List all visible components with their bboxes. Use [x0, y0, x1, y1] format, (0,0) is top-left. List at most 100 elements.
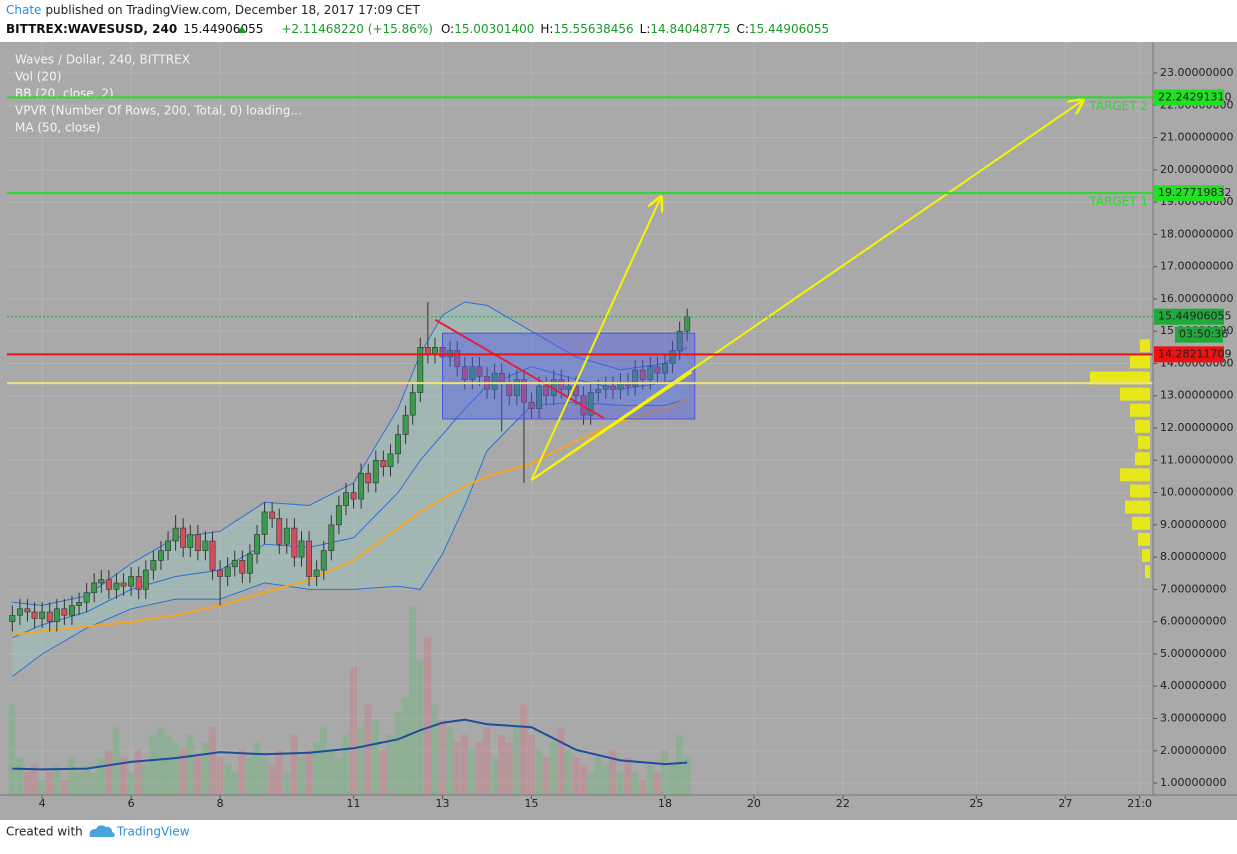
- volume-bar: [431, 704, 439, 795]
- last-price: 15.44906055: [183, 22, 263, 36]
- volume-bar: [105, 749, 113, 795]
- candle-body: [98, 579, 105, 584]
- volume-bar: [201, 742, 209, 795]
- candle-body: [254, 534, 260, 555]
- vpvr-bar: [1140, 339, 1150, 353]
- volume-bar: [453, 742, 461, 795]
- target-label: TARGET 2: [1088, 99, 1148, 113]
- volume-bar: [75, 772, 83, 795]
- candle-body: [602, 385, 609, 390]
- volume-bar: [424, 636, 432, 795]
- author[interactable]: Chate: [6, 3, 41, 17]
- candle-body: [395, 434, 401, 455]
- vpvr-bar: [1120, 468, 1150, 482]
- y-tick-label: 10.00000000: [1160, 486, 1233, 499]
- volume-bar: [179, 749, 187, 795]
- volume-bar: [535, 749, 543, 795]
- volume-bar: [468, 749, 476, 795]
- volume-bar: [82, 764, 90, 795]
- volume-bar: [490, 757, 498, 795]
- volume-bar: [23, 772, 31, 795]
- brand[interactable]: TradingView: [116, 825, 190, 839]
- vpvr-bar: [1135, 452, 1150, 466]
- volume-bar: [230, 772, 239, 795]
- level-label: 22.24291310: [1158, 90, 1231, 103]
- symbol: BITTREX:WAVESUSD, 240: [6, 22, 177, 36]
- volume-bar: [483, 727, 491, 795]
- candle-body: [91, 582, 98, 593]
- candle-body: [276, 518, 283, 545]
- target-arrow: [530, 100, 1084, 481]
- y-tick-label: 23.00000000: [1160, 66, 1233, 79]
- volume-bar: [112, 727, 120, 795]
- x-tick-label: 8: [217, 797, 224, 810]
- volume-bar: [475, 742, 483, 795]
- y-tick-label: 5.00000000: [1160, 647, 1226, 660]
- candle-body: [113, 582, 120, 590]
- volume-bar: [223, 764, 231, 795]
- volume-bar: [683, 757, 691, 795]
- volume-bar: [579, 764, 587, 795]
- candle-body: [536, 385, 543, 409]
- volume-bar: [253, 742, 261, 795]
- vpvr-bar: [1138, 532, 1150, 546]
- candle-body: [39, 611, 46, 619]
- level-tag: [1154, 89, 1224, 106]
- candle-body: [409, 392, 416, 416]
- x-tick-label: 22: [836, 797, 850, 810]
- candle-body: [150, 560, 157, 571]
- vpvr-bar: [1132, 516, 1150, 530]
- candle-body: [83, 592, 90, 603]
- volume-bar: [394, 712, 402, 795]
- volume-bar: [609, 749, 617, 795]
- candle-body: [335, 505, 342, 526]
- volume-ma: [12, 718, 688, 771]
- candle-body: [224, 566, 231, 577]
- volume-bar: [38, 779, 46, 795]
- volume-bar: [97, 757, 105, 795]
- y-tick-label: 9.00000000: [1160, 518, 1226, 531]
- volume-bar: [372, 719, 380, 795]
- volume-bar: [616, 772, 624, 795]
- target-arrow: [530, 197, 661, 481]
- volume-bar: [208, 727, 216, 795]
- volume-bar: [134, 749, 142, 795]
- volume-bar: [283, 772, 291, 795]
- volume-bar: [45, 772, 53, 795]
- candle-body: [313, 569, 320, 577]
- volume-bar: [8, 704, 16, 795]
- candle-body: [69, 605, 75, 616]
- y-tick-label: 11.00000000: [1160, 453, 1233, 466]
- countdown-tag: [1175, 326, 1223, 343]
- candle-body: [595, 388, 602, 393]
- candle-body: [639, 369, 646, 380]
- volume-bar: [408, 606, 417, 795]
- volume-bar: [312, 742, 320, 795]
- candle-body: [269, 511, 276, 519]
- volume-bar: [446, 727, 454, 795]
- candle-body: [513, 379, 520, 397]
- volume-bar: [624, 757, 632, 795]
- ohlc-label: L:: [640, 22, 651, 36]
- volume-bar: [460, 734, 469, 795]
- candle-body: [120, 582, 127, 587]
- candle-body: [306, 540, 313, 577]
- volume-bar: [60, 779, 68, 795]
- candle-body: [172, 527, 179, 542]
- candle-body: [142, 569, 149, 590]
- volume-bar: [653, 772, 661, 795]
- candle-body: [217, 569, 224, 577]
- volume-bar: [164, 734, 172, 795]
- legend-entry: VPVR (Number Of Rows, 200, Total, 0) loa…: [15, 104, 302, 118]
- candle-body: [157, 550, 164, 561]
- volume-bar: [335, 757, 343, 795]
- y-tick-label: 13.00000000: [1160, 389, 1233, 402]
- volume-bar: [260, 757, 268, 795]
- candle-body: [9, 614, 16, 622]
- volume-bar: [564, 749, 572, 795]
- volume-bar: [216, 757, 224, 795]
- volume-bar: [594, 757, 602, 795]
- candle-body: [684, 316, 691, 332]
- volume-bar: [342, 734, 350, 795]
- logo[interactable]: [89, 825, 115, 837]
